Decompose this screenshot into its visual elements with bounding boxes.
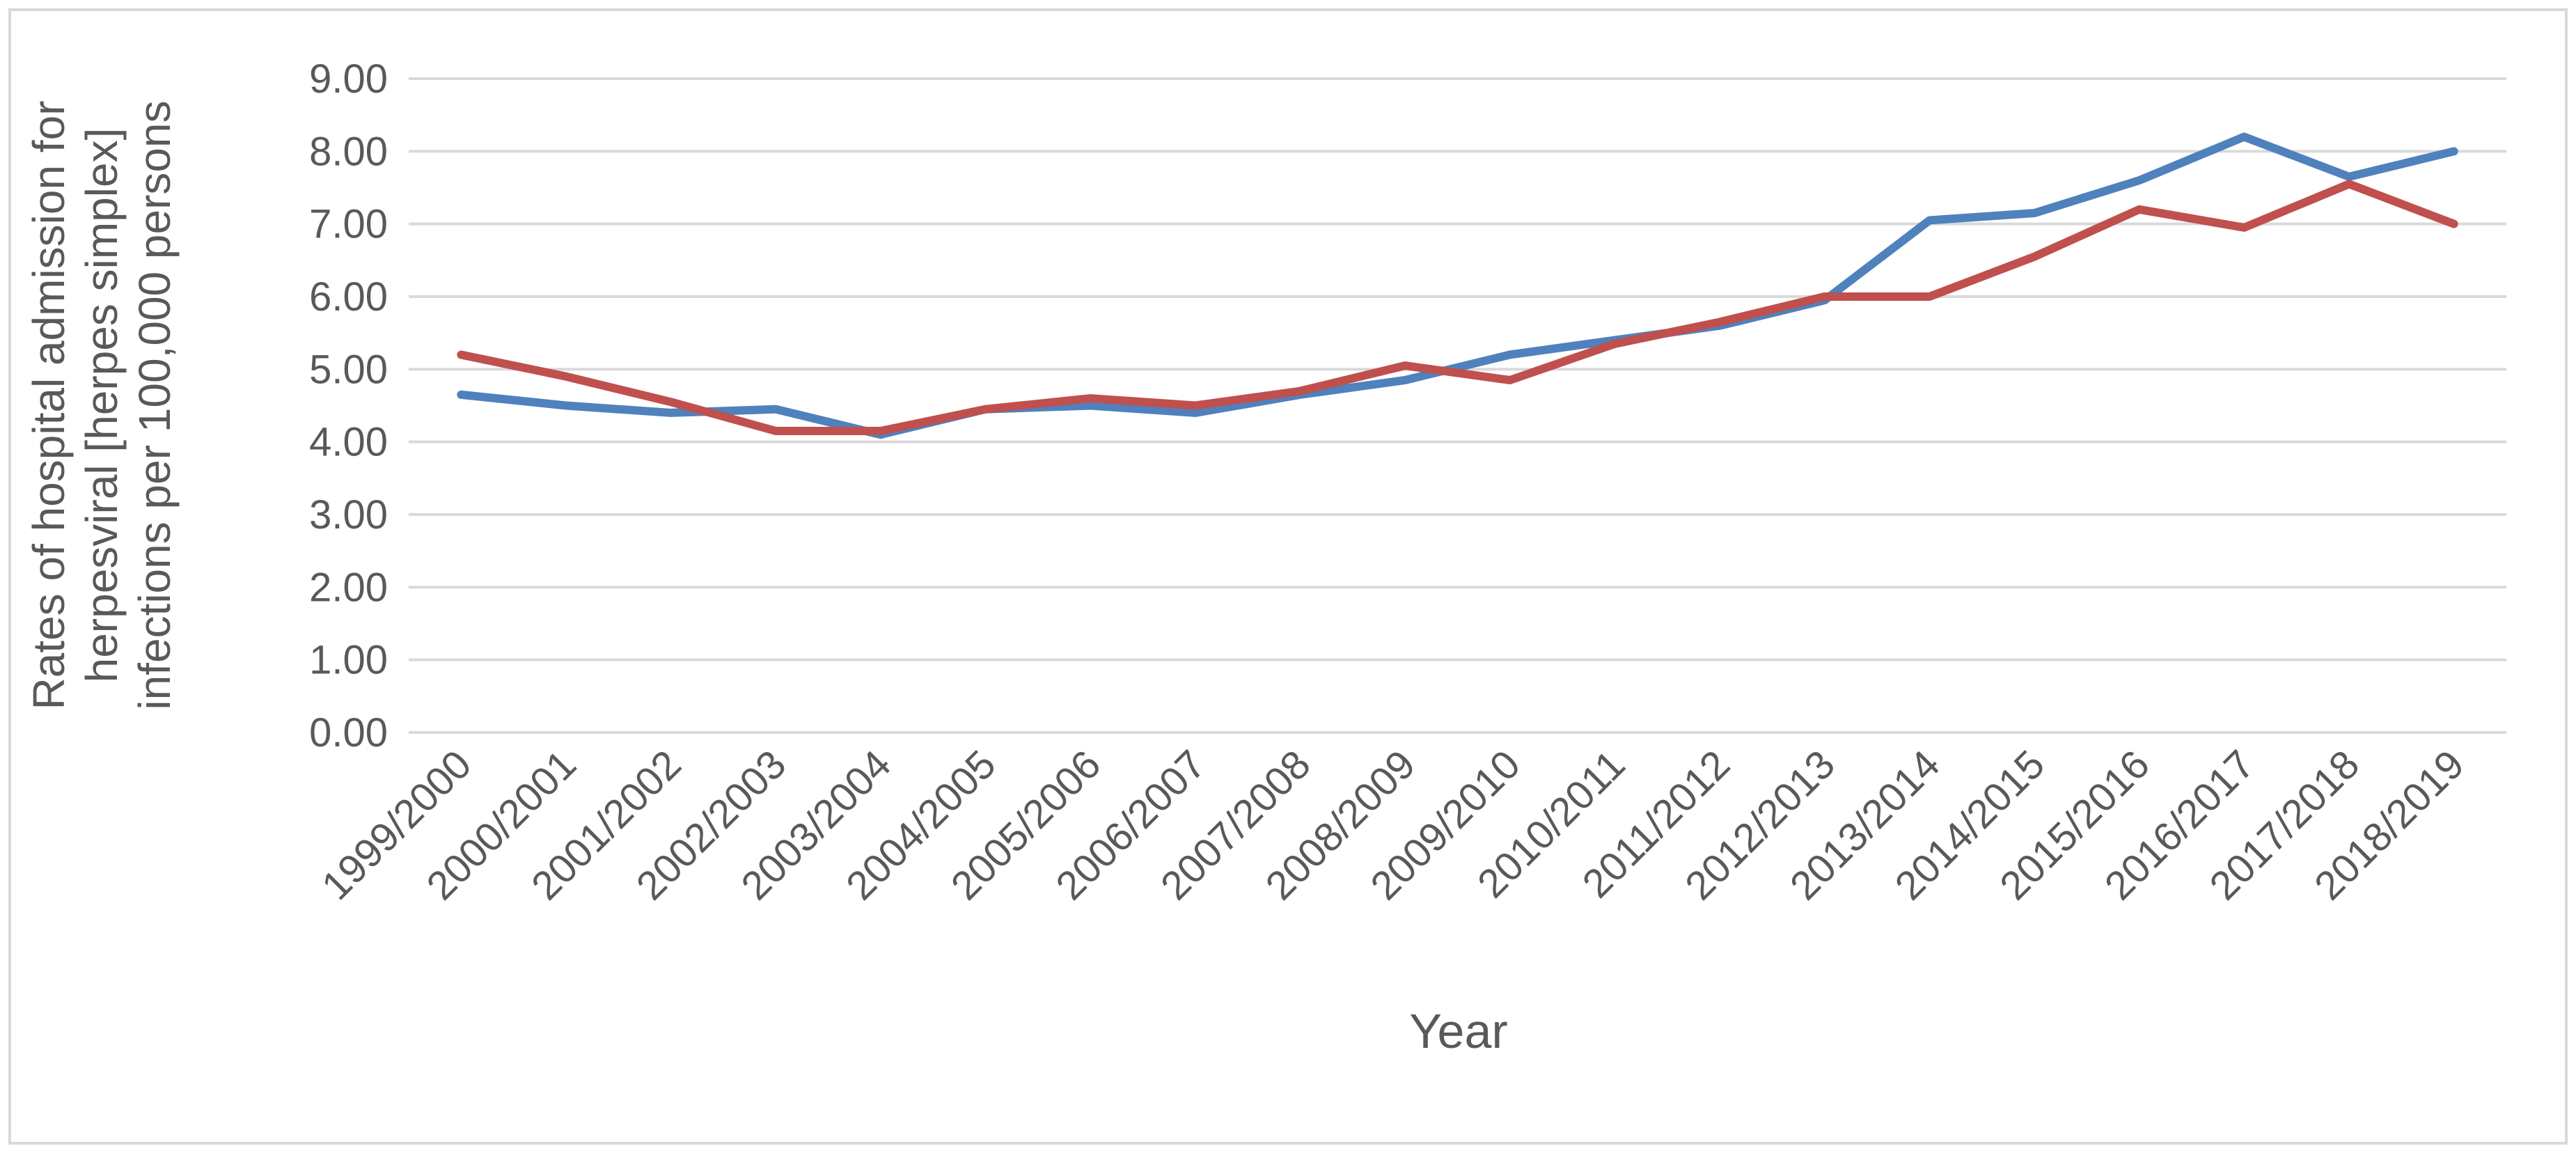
y-axis-tick-labels: 0.00 1.00 2.00 3.00 4.00 5.00 6.00 7.00 8.00 9.00 [309, 56, 388, 755]
red-series-line [457, 180, 2458, 436]
series-lines [457, 132, 2458, 439]
y-axis-title: Rates of hospital admission for herpesvi… [24, 100, 180, 709]
y-tick-label: 9.00 [309, 56, 388, 102]
x-axis-title: Year [1409, 1004, 1507, 1058]
blue-series-line [457, 132, 2458, 439]
x-axis-tick-labels: 1999/20002000/20012001/20022002/20032003… [313, 742, 2473, 909]
y-tick-label: 8.00 [309, 129, 388, 174]
y-axis-title-line-2: herpesviral [herpes simplex] [77, 128, 127, 683]
y-tick-label: 0.00 [309, 710, 388, 755]
y-axis-title-line-1: Rates of hospital admission for [24, 100, 74, 709]
y-tick-label: 7.00 [309, 202, 388, 247]
y-tick-label: 3.00 [309, 492, 388, 538]
y-tick-label: 5.00 [309, 347, 388, 392]
y-axis-title-line-3: infections per 100,000 persons [129, 100, 180, 709]
gridlines [409, 77, 2506, 734]
chart-border [8, 8, 2568, 1145]
y-tick-label: 6.00 [309, 274, 388, 320]
y-tick-label: 1.00 [309, 638, 388, 683]
y-tick-label: 2.00 [309, 565, 388, 610]
y-tick-label: 4.00 [309, 420, 388, 465]
